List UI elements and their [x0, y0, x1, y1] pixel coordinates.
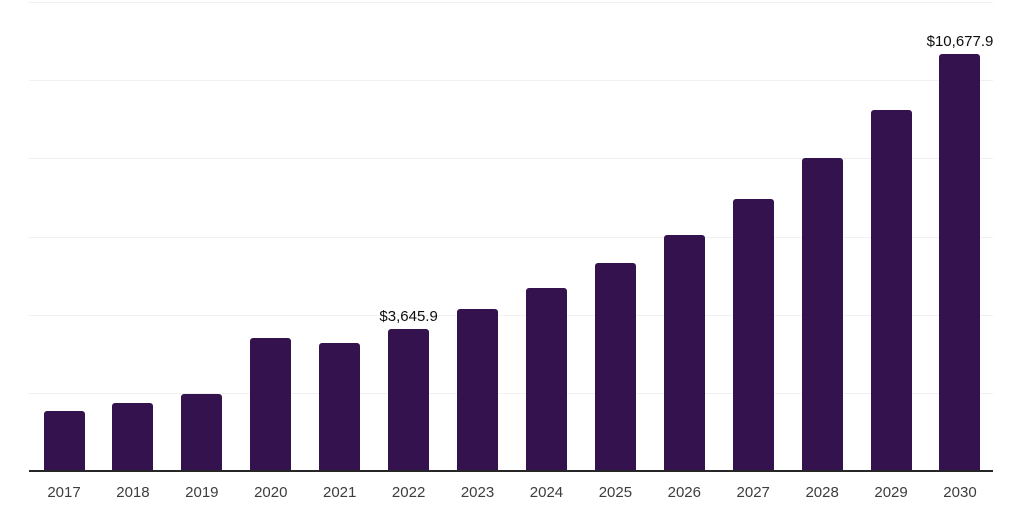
x-axis-line: [29, 470, 993, 472]
gridline: [29, 158, 993, 160]
bar-2021: [319, 343, 361, 471]
bar-slot-2020: [250, 338, 292, 471]
bar-slot-2025: [594, 263, 636, 471]
x-tick-label-2024: 2024: [529, 484, 564, 501]
x-tick-label-2030: 2030: [943, 484, 977, 501]
gridline: [29, 314, 993, 316]
bar-slot-2026: [663, 234, 705, 471]
bar-2019: [181, 394, 223, 471]
x-tick-label-2026: 2026: [667, 484, 701, 501]
x-tick-label-2020: 2020: [254, 484, 288, 501]
bar-2023: [457, 309, 499, 471]
x-tick-label-2027: 2027: [736, 484, 770, 501]
gridline: [29, 392, 993, 394]
x-tick-label-2023: 2023: [460, 484, 495, 501]
bar-2028: [801, 157, 843, 471]
x-tick-label-2017: 2017: [47, 484, 81, 501]
bar-2022: [388, 328, 430, 471]
bar-value-label-2030: $10,677.9: [926, 32, 994, 50]
bar-2024: [525, 288, 567, 471]
bar-2030: [939, 53, 981, 471]
x-tick-label-2025: 2025: [598, 484, 633, 501]
bar-slot-2023: [457, 309, 499, 471]
bar-slot-2028: [801, 157, 843, 471]
bars: $3,645.9 $10,677.9: [43, 2, 993, 471]
bar-slot-2024: [525, 288, 567, 471]
bar-slot-2027: [732, 199, 774, 471]
bar-slot-2030: $10,677.9: [927, 34, 993, 471]
bar-slot-2018: [112, 403, 154, 471]
bar-2029: [870, 110, 912, 471]
x-tick-label-2018: 2018: [116, 484, 150, 501]
bar-slot-2021: [319, 343, 361, 471]
gridline: [29, 2, 993, 3]
plot-area: $3,645.9 $10,677.9: [29, 2, 993, 472]
x-tick-label-2019: 2019: [185, 484, 219, 501]
bar-2026: [663, 234, 705, 471]
bar-slot-2017: [43, 411, 85, 471]
x-tick-label-2021: 2021: [323, 484, 357, 501]
bar-2020: [250, 338, 292, 471]
bar-2025: [594, 263, 636, 471]
bar-2018: [112, 403, 154, 471]
x-tick-label-2022: 2022: [391, 484, 426, 501]
x-axis-labels: 2017 2018 2019 2020 2021 2022 2023 2024 2025 2026…: [44, 484, 981, 501]
x-tick-label-2029: 2029: [874, 484, 908, 501]
bar-slot-2019: [181, 394, 223, 471]
bar-slot-2029: [870, 110, 912, 471]
bar-2027: [732, 199, 774, 471]
x-tick-label-2028: 2028: [805, 484, 839, 501]
bar-2017: [43, 411, 85, 471]
bar-slot-2022: $3,645.9: [379, 309, 438, 471]
gridline: [29, 236, 993, 238]
bar-value-label-2022: $3,645.9: [379, 307, 438, 325]
gridline: [29, 80, 993, 82]
